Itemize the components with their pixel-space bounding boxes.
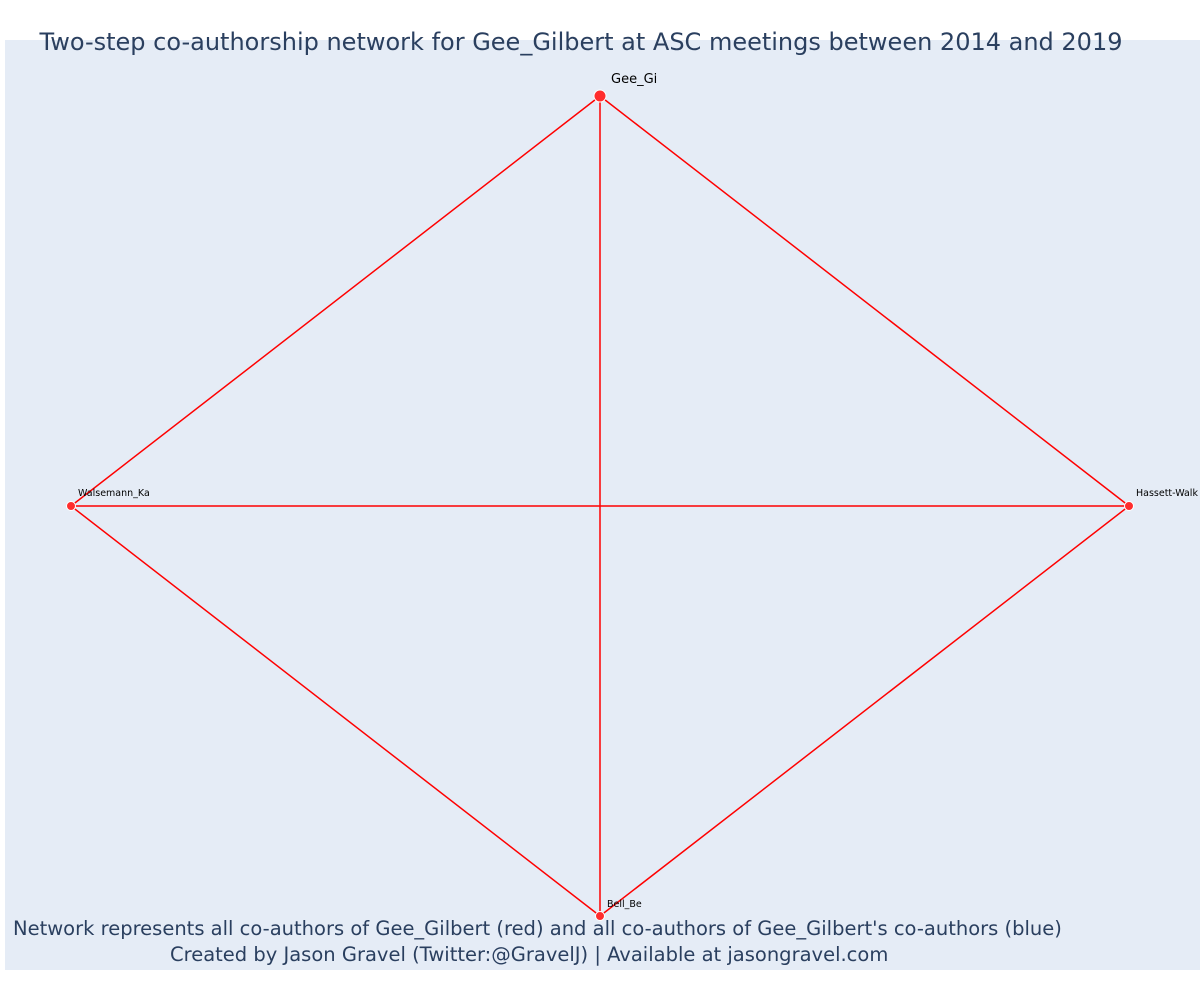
node-label-walsemann: Walsemann_Ka — [78, 488, 150, 499]
node-bell[interactable] — [595, 911, 605, 921]
footer-credit: Created by Jason Gravel (Twitter:@Gravel… — [170, 943, 889, 966]
edges-layer — [70, 95, 1130, 917]
diagram-title: Two-step co-authorship network for Gee_G… — [39, 28, 1123, 56]
node-label-bell: Bell_Be — [607, 899, 642, 910]
plot-area — [5, 40, 1200, 970]
node-gee[interactable] — [593, 89, 607, 103]
nodes-layer — [66, 89, 1134, 921]
edge-gee-walsemann — [70, 95, 601, 507]
labels-layer: Gee_Gi Walsemann_Ka Hassett-Walk Bell_Be — [78, 72, 1198, 910]
node-hassett[interactable] — [1124, 501, 1134, 511]
node-label-hassett: Hassett-Walk — [1136, 488, 1198, 499]
edge-walsemann-bell — [70, 505, 601, 917]
footer-note: Network represents all co-authors of Gee… — [13, 917, 1062, 940]
node-label-gee: Gee_Gi — [611, 72, 657, 87]
node-walsemann[interactable] — [66, 501, 76, 511]
edge-gee-hassett — [599, 95, 1130, 507]
edge-hassett-bell — [599, 505, 1130, 917]
